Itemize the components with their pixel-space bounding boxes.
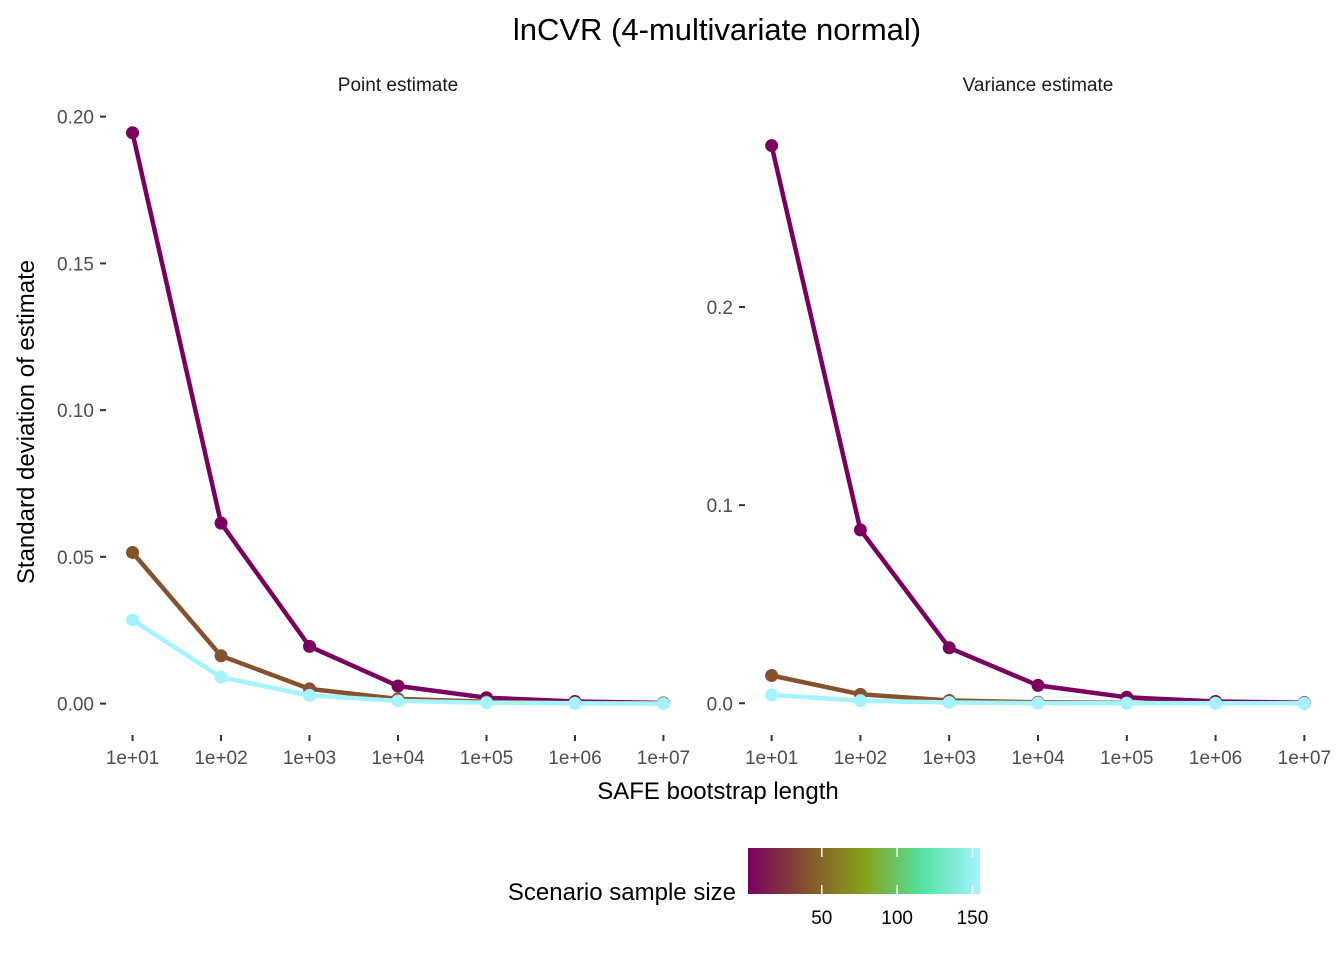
- y-tick-label: 0.2: [707, 298, 733, 319]
- panel-strip-label: Point estimate: [338, 75, 458, 96]
- x-tick-label: 1e+01: [106, 748, 159, 769]
- data-point-series-2: [765, 669, 779, 683]
- y-tick-label: 0.05: [57, 548, 94, 569]
- series-line-1: [130, 130, 666, 706]
- data-point-series-1: [126, 126, 140, 140]
- x-tick-label: 1e+06: [548, 748, 601, 769]
- legend-title: Scenario sample size: [508, 879, 736, 906]
- y-axis-title: Standard deviation of estimate: [13, 260, 40, 584]
- series-line-1: [769, 143, 1307, 705]
- data-point-series-3: [568, 696, 582, 710]
- y-tick-label: 0.20: [57, 108, 94, 129]
- y-tick-label: 0.10: [57, 401, 94, 422]
- y-tick-label: 0.15: [57, 254, 94, 275]
- legend-colorbar: [748, 848, 980, 894]
- x-tick-label: 1e+05: [460, 748, 513, 769]
- data-point-series-1: [853, 523, 867, 537]
- data-point-series-3: [126, 613, 140, 627]
- y-tick-label: 0.0: [707, 694, 733, 715]
- legend-tick-label: 50: [811, 908, 832, 929]
- data-point-series-1: [214, 516, 228, 530]
- data-point-series-3: [765, 688, 779, 702]
- data-point-series-2: [126, 545, 140, 559]
- data-point-series-3: [214, 670, 228, 684]
- x-tick-label: 1e+05: [1100, 748, 1153, 769]
- data-point-series-3: [479, 696, 493, 710]
- x-tick-label: 1e+04: [371, 748, 425, 769]
- data-point-series-1: [765, 139, 779, 153]
- legend-tick-label: 100: [881, 908, 913, 929]
- data-point-series-3: [391, 694, 405, 708]
- x-tick-label: 1e+01: [745, 748, 798, 769]
- data-point-series-1: [1031, 678, 1045, 692]
- x-tick-label: 1e+03: [283, 748, 336, 769]
- y-tick-label: 0.1: [707, 496, 733, 517]
- data-point-series-3: [853, 694, 867, 708]
- panel-1: Point estimate 0.00 0.05 0.10 0.15 0.20 1e+01 1…: [57, 75, 690, 769]
- panel-strip-label: Variance estimate: [963, 75, 1114, 96]
- x-tick-label: 1e+04: [1011, 748, 1065, 769]
- x-tick-label: 1e+06: [1189, 748, 1242, 769]
- data-point-series-2: [214, 649, 228, 663]
- x-tick-label: 1e+07: [1278, 748, 1331, 769]
- x-tick-label: 1e+02: [834, 748, 887, 769]
- data-point-series-3: [1209, 696, 1223, 710]
- y-tick-label: 0.00: [57, 695, 94, 716]
- x-axis-title: SAFE bootstrap length: [597, 778, 838, 805]
- data-point-series-3: [656, 697, 670, 711]
- facet-panels: Point estimate 0.00 0.05 0.10 0.15 0.20 1e+01 1…: [57, 75, 1331, 769]
- data-point-series-3: [942, 695, 956, 709]
- data-point-series-1: [303, 639, 317, 653]
- data-point-series-3: [1297, 696, 1311, 710]
- legend: Scenario sample size 50 100 150: [508, 848, 988, 929]
- data-point-series-1: [942, 641, 956, 655]
- data-point-series-3: [1031, 696, 1045, 710]
- data-point-series-1: [391, 679, 405, 693]
- legend-tick-label: 150: [957, 908, 989, 929]
- plot-title: lnCVR (4-multivariate normal): [513, 12, 921, 47]
- x-tick-label: 1e+02: [194, 748, 247, 769]
- x-tick-label: 1e+03: [923, 748, 976, 769]
- data-point-series-3: [303, 688, 317, 702]
- x-tick-label: 1e+07: [637, 748, 690, 769]
- panel-2: Variance estimate 0.0 0.1 0.2 1e+01 1e+02 1e+0…: [707, 75, 1331, 769]
- data-point-series-3: [1120, 696, 1134, 710]
- legend-ticks: 50 100 150: [811, 848, 988, 929]
